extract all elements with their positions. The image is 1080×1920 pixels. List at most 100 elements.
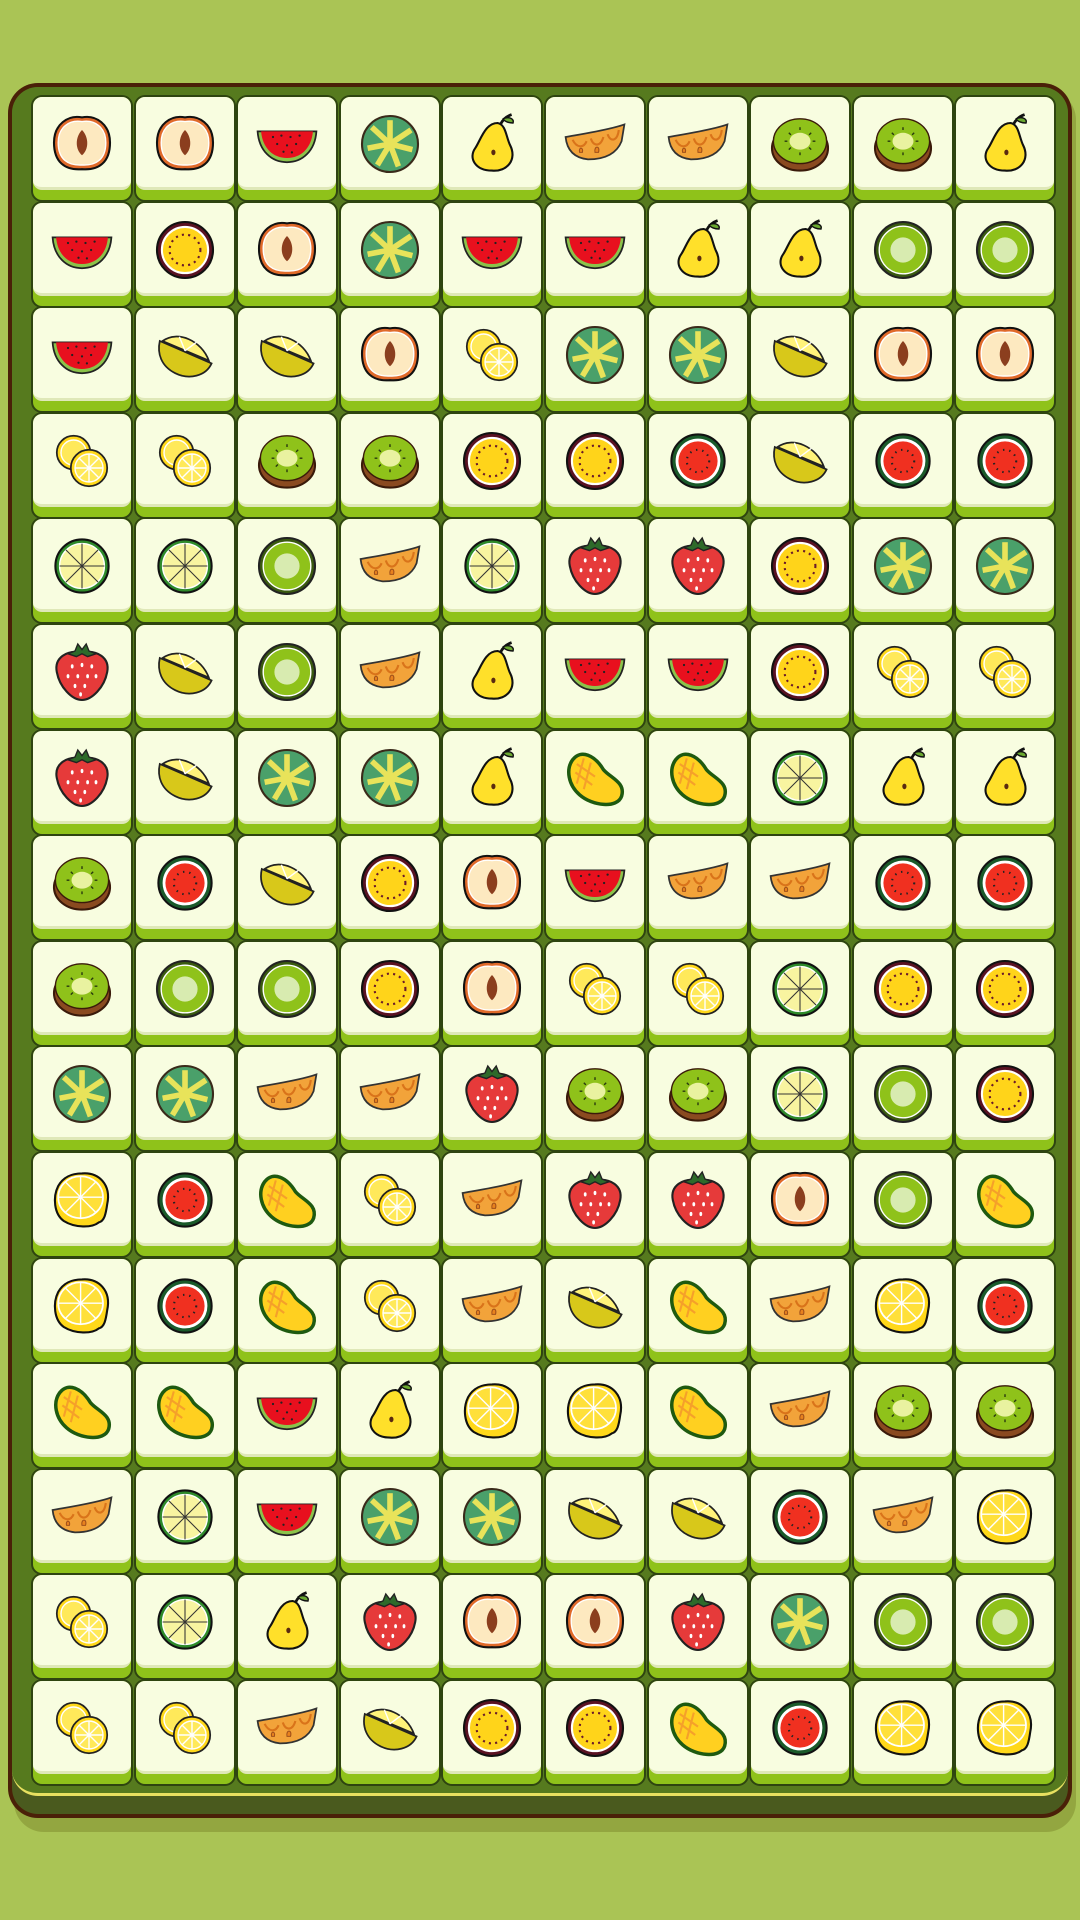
tile-watermelon-round[interactable] [956, 836, 1055, 940]
tile-passion-fruit[interactable] [853, 941, 952, 1045]
tile-kiwi-half[interactable] [648, 1047, 747, 1151]
tile-mango[interactable] [238, 1258, 337, 1362]
tile-melon-wedge[interactable] [443, 1258, 542, 1362]
tile-watermelon-round[interactable] [648, 413, 747, 517]
tile-peach[interactable] [956, 308, 1055, 412]
tile-strawberry[interactable] [340, 1575, 439, 1679]
tile-lemon-wedge[interactable] [340, 1681, 439, 1784]
tile-kiwi-slice[interactable] [853, 1575, 952, 1679]
tile-lime-slice[interactable] [751, 730, 850, 834]
tile-passion-fruit[interactable] [135, 202, 234, 306]
tile-strawberry[interactable] [443, 1047, 542, 1151]
tile-kiwi-half[interactable] [956, 1364, 1055, 1468]
tile-green-citrus[interactable] [443, 1469, 542, 1573]
tile-pear[interactable] [443, 730, 542, 834]
tile-lemon[interactable] [956, 1469, 1055, 1573]
tile-lemon-wedge[interactable] [546, 1469, 644, 1573]
tile-green-citrus[interactable] [340, 202, 439, 306]
tile-lemon-wedge[interactable] [751, 413, 850, 517]
tile-watermelon-round[interactable] [956, 413, 1055, 517]
tile-kiwi-half[interactable] [33, 836, 131, 940]
tile-green-citrus[interactable] [853, 519, 952, 623]
tile-orange-slices[interactable] [33, 1681, 131, 1784]
tile-mango[interactable] [648, 1681, 747, 1784]
tile-melon-wedge[interactable] [648, 836, 747, 940]
tile-green-citrus[interactable] [648, 308, 747, 412]
tile-passion-fruit[interactable] [751, 519, 850, 623]
tile-orange-slices[interactable] [33, 413, 131, 517]
tile-peach[interactable] [135, 97, 234, 200]
tile-melon-wedge[interactable] [33, 1469, 131, 1573]
tile-lime-slice[interactable] [135, 519, 234, 623]
tile-peach[interactable] [751, 1153, 850, 1256]
tile-green-citrus[interactable] [340, 97, 439, 200]
tile-kiwi-slice[interactable] [853, 1047, 952, 1151]
tile-kiwi-slice[interactable] [853, 1153, 952, 1256]
tile-mango[interactable] [648, 1258, 747, 1362]
tile-peach[interactable] [340, 308, 439, 412]
tile-pear[interactable] [956, 97, 1055, 200]
tile-watermelon-round[interactable] [853, 836, 952, 940]
tile-peach[interactable] [443, 941, 542, 1045]
tile-passion-fruit[interactable] [956, 1047, 1055, 1151]
tile-lime-slice[interactable] [135, 1575, 234, 1679]
tile-melon-wedge[interactable] [238, 1047, 337, 1151]
tile-kiwi-half[interactable] [238, 413, 337, 517]
tile-lemon-wedge[interactable] [238, 836, 337, 940]
tile-melon-wedge[interactable] [443, 1153, 542, 1256]
tile-lemon[interactable] [853, 1258, 952, 1362]
tile-peach[interactable] [443, 1575, 542, 1679]
tile-kiwi-slice[interactable] [238, 519, 337, 623]
tile-watermelon-round[interactable] [751, 1681, 850, 1784]
tile-lemon[interactable] [956, 1681, 1055, 1784]
tile-pear[interactable] [853, 730, 952, 834]
tile-melon-wedge[interactable] [340, 519, 439, 623]
tile-passion-fruit[interactable] [751, 625, 850, 728]
tile-watermelon-slice[interactable] [443, 202, 542, 306]
tile-kiwi-slice[interactable] [135, 941, 234, 1045]
tile-lemon[interactable] [546, 1364, 644, 1468]
tile-kiwi-slice[interactable] [238, 941, 337, 1045]
tile-lime-slice[interactable] [443, 519, 542, 623]
tile-watermelon-slice[interactable] [238, 1469, 337, 1573]
tile-mango[interactable] [33, 1364, 131, 1468]
tile-watermelon-slice[interactable] [238, 97, 337, 200]
tile-pear[interactable] [956, 730, 1055, 834]
tile-watermelon-slice[interactable] [546, 836, 644, 940]
tile-lime-slice[interactable] [135, 1469, 234, 1573]
tile-melon-wedge[interactable] [340, 1047, 439, 1151]
tile-orange-slices[interactable] [33, 1575, 131, 1679]
tile-kiwi-slice[interactable] [238, 625, 337, 728]
tile-pear[interactable] [751, 202, 850, 306]
tile-peach[interactable] [443, 836, 542, 940]
tile-mango[interactable] [238, 1153, 337, 1256]
tile-melon-wedge[interactable] [238, 1681, 337, 1784]
tile-pear[interactable] [648, 202, 747, 306]
tile-watermelon-slice[interactable] [648, 625, 747, 728]
tile-lemon[interactable] [33, 1153, 131, 1256]
tile-melon-wedge[interactable] [751, 836, 850, 940]
tile-lemon-wedge[interactable] [546, 1258, 644, 1362]
tile-watermelon-slice[interactable] [546, 625, 644, 728]
tile-lemon[interactable] [33, 1258, 131, 1362]
tile-strawberry[interactable] [546, 1153, 644, 1256]
tile-kiwi-half[interactable] [853, 97, 952, 200]
tile-watermelon-slice[interactable] [33, 308, 131, 412]
tile-pear[interactable] [443, 625, 542, 728]
tile-lemon[interactable] [443, 1364, 542, 1468]
tile-kiwi-half[interactable] [33, 941, 131, 1045]
tile-watermelon-round[interactable] [135, 1258, 234, 1362]
tile-lemon-wedge[interactable] [135, 730, 234, 834]
tile-passion-fruit[interactable] [443, 1681, 542, 1784]
tile-green-citrus[interactable] [546, 308, 644, 412]
tile-orange-slices[interactable] [956, 625, 1055, 728]
tile-watermelon-slice[interactable] [238, 1364, 337, 1468]
tile-lemon-wedge[interactable] [648, 1469, 747, 1573]
tile-mango[interactable] [546, 730, 644, 834]
tile-strawberry[interactable] [33, 625, 131, 728]
tile-kiwi-slice[interactable] [956, 1575, 1055, 1679]
tile-lime-slice[interactable] [751, 1047, 850, 1151]
tile-watermelon-round[interactable] [751, 1469, 850, 1573]
tile-mango[interactable] [648, 730, 747, 834]
tile-green-citrus[interactable] [238, 730, 337, 834]
